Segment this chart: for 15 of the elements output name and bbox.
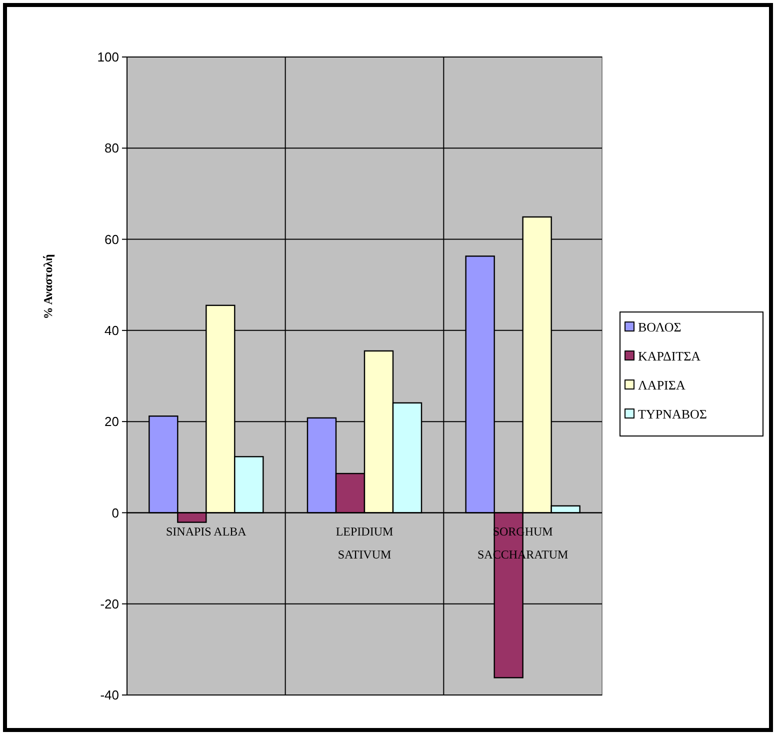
legend-label: ΛΑΡΙΣΑ bbox=[638, 378, 686, 393]
y-tick-label: 0 bbox=[112, 505, 119, 520]
legend-label: ΤΥΡΝΑΒΟΣ bbox=[638, 406, 707, 422]
y-tick-label: 20 bbox=[104, 414, 119, 430]
y-axis-title: % Αναστολή bbox=[41, 254, 55, 320]
legend-label: ΚΑΡΔΙΤΣΑ bbox=[638, 348, 702, 364]
legend-label: ΒΟΛΟΣ bbox=[638, 320, 682, 335]
y-tick-label: 60 bbox=[104, 232, 119, 247]
y-tick-label: -20 bbox=[100, 596, 119, 612]
x-tick-label: SINAPIS ALBA bbox=[166, 524, 247, 539]
x-tick-label: LEPIDIUM SATIVUM bbox=[336, 524, 394, 562]
y-tick-label: 40 bbox=[104, 322, 119, 338]
y-tick-label: 80 bbox=[104, 140, 119, 156]
y-tick-label: -40 bbox=[100, 688, 119, 703]
y-tick-label: 100 bbox=[97, 50, 119, 65]
